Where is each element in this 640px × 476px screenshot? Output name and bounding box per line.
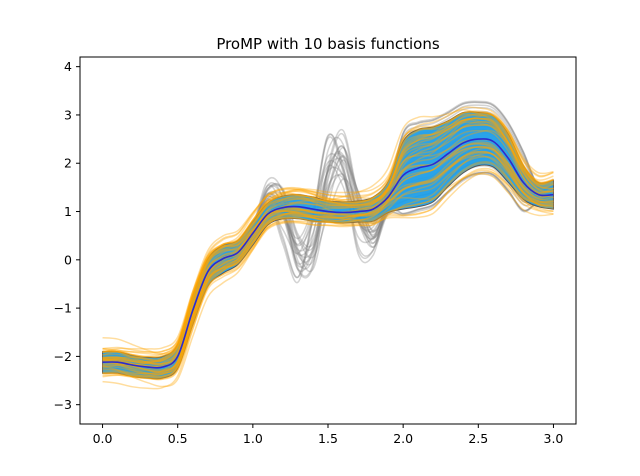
sample-trajectory xyxy=(102,124,554,365)
x-tick-label: 2.5 xyxy=(468,431,488,446)
sample-trajectory xyxy=(102,150,554,373)
sample-trajectory xyxy=(102,142,554,373)
demo-trajectory xyxy=(102,145,554,374)
sample-trajectory xyxy=(102,110,554,354)
sample-trajectory xyxy=(102,171,554,390)
mean-line xyxy=(102,138,554,369)
y-axis: −3 −2 −1 0 1 2 3 4 xyxy=(54,59,80,412)
sample-trajectory xyxy=(102,146,554,378)
sample-trajectory xyxy=(102,152,554,378)
sample-trajectory xyxy=(102,146,554,371)
sample-trajectory xyxy=(102,129,554,366)
y-tick-label: −3 xyxy=(54,397,72,412)
sample-trajectory xyxy=(102,123,554,368)
y-tick-label: 2 xyxy=(64,156,72,171)
sample-trajectory xyxy=(102,117,554,361)
sample-trajectory xyxy=(102,155,554,379)
sample-trajectory xyxy=(102,121,554,363)
sample-trajectory xyxy=(102,111,554,358)
confidence-band xyxy=(102,111,554,380)
y-tick-label: −2 xyxy=(54,349,72,364)
sample-trajectory xyxy=(102,121,554,363)
sample-trajectory xyxy=(102,151,554,376)
sample-trajectory xyxy=(102,114,554,369)
sample-trajectory xyxy=(102,106,554,354)
sample-trajectory xyxy=(102,160,554,378)
x-tick-label: 0.5 xyxy=(168,431,188,446)
chart-title: ProMP with 10 basis functions xyxy=(216,35,440,53)
sample-trajectory xyxy=(102,117,554,356)
sample-trajectory xyxy=(102,150,554,372)
sample-trajectory xyxy=(102,113,554,364)
x-axis: 0.0 0.5 1.0 1.5 2.0 2.5 3.0 xyxy=(93,424,564,446)
plot-area xyxy=(102,100,554,390)
y-tick-label: 3 xyxy=(64,107,72,122)
sample-trajectory xyxy=(102,111,554,358)
sample-trajectory xyxy=(102,155,554,374)
sample-trajectory xyxy=(102,117,554,356)
sample-trajectory xyxy=(102,162,554,380)
sample-trajectory xyxy=(102,173,554,388)
sample-trajectory xyxy=(102,117,554,363)
y-tick-label: 4 xyxy=(64,59,72,74)
x-tick-label: 3.0 xyxy=(544,431,564,446)
sample-trajectory xyxy=(102,147,554,375)
sample-trajectory xyxy=(102,112,554,363)
sample-trajectory xyxy=(102,113,554,362)
y-tick-label: −1 xyxy=(54,301,72,316)
x-tick-label: 1.0 xyxy=(243,431,263,446)
x-tick-label: 0.0 xyxy=(93,431,113,446)
sample-trajectory xyxy=(102,119,554,366)
x-tick-label: 2.0 xyxy=(393,431,413,446)
x-tick-label: 1.5 xyxy=(318,431,338,446)
sample-trajectory xyxy=(102,169,554,381)
y-tick-label: 0 xyxy=(64,252,72,267)
sample-trajectory xyxy=(102,167,554,381)
sample-trajectory xyxy=(102,108,554,355)
y-tick-label: 1 xyxy=(64,204,72,219)
